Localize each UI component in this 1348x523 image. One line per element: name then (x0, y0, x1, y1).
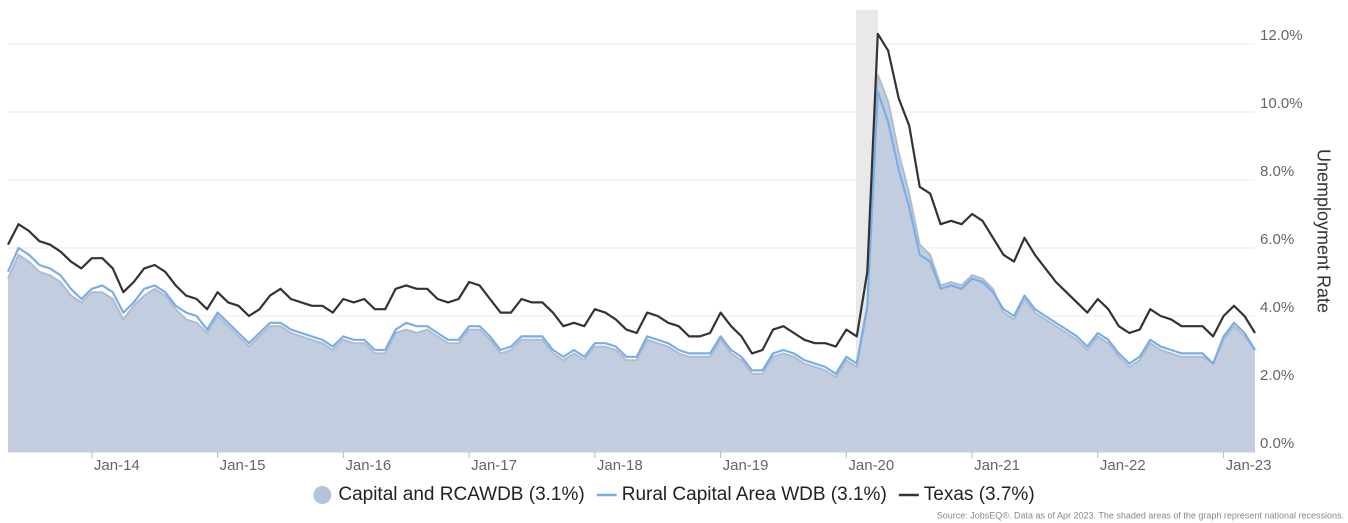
x-tick-label: Jan-22 (1100, 457, 1146, 474)
legend-item: Rural Capital Area WDB (3.1%) (596, 484, 887, 505)
x-tick-label: Jan-20 (848, 457, 894, 474)
area (8, 74, 1255, 452)
y-tick-label: 10.0% (1260, 95, 1303, 112)
legend: Capital and RCAWDB (3.1%) Rural Capital A… (313, 484, 1035, 505)
x-tick-label: Jan-15 (220, 457, 266, 474)
legend-item: Texas (3.7%) (898, 484, 1035, 505)
x-tick-label: Jan-16 (345, 457, 391, 474)
x-tick-label: Jan-18 (597, 457, 643, 474)
x-tick-label: Jan-23 (1226, 457, 1272, 474)
area-edge (7, 74, 1256, 379)
legend-swatch (313, 486, 332, 504)
line (7, 32, 1256, 355)
plot (6, 32, 1256, 452)
y-tick-label: 6.0% (1260, 231, 1294, 248)
y-tick-label: 0.0% (1260, 435, 1294, 452)
line (6, 90, 1256, 375)
legend-item: Capital and RCAWDB (3.1%) (313, 484, 585, 505)
legend-label: Rural Capital Area WDB (3.1%) (622, 484, 887, 505)
x-tick-label: Jan-19 (723, 457, 769, 474)
y-tick-label: 8.0% (1260, 163, 1294, 180)
y-tick-label: 2.0% (1260, 367, 1294, 384)
y-tick-label: 12.0% (1260, 27, 1303, 44)
legend-label: Texas (3.7%) (924, 484, 1035, 505)
legend-label: Capital and RCAWDB (3.1%) (338, 484, 584, 505)
source-note: Source: JobsEQ®. Data as of Apr 2023. Th… (937, 510, 1344, 520)
y-axis-title: Unemployment Rate (1313, 149, 1333, 313)
x-tick-label: Jan-14 (94, 457, 140, 474)
x-tick-label: Jan-21 (974, 457, 1020, 474)
y-tick-label: 4.0% (1260, 299, 1294, 316)
x-tick-label: Jan-17 (471, 457, 517, 474)
